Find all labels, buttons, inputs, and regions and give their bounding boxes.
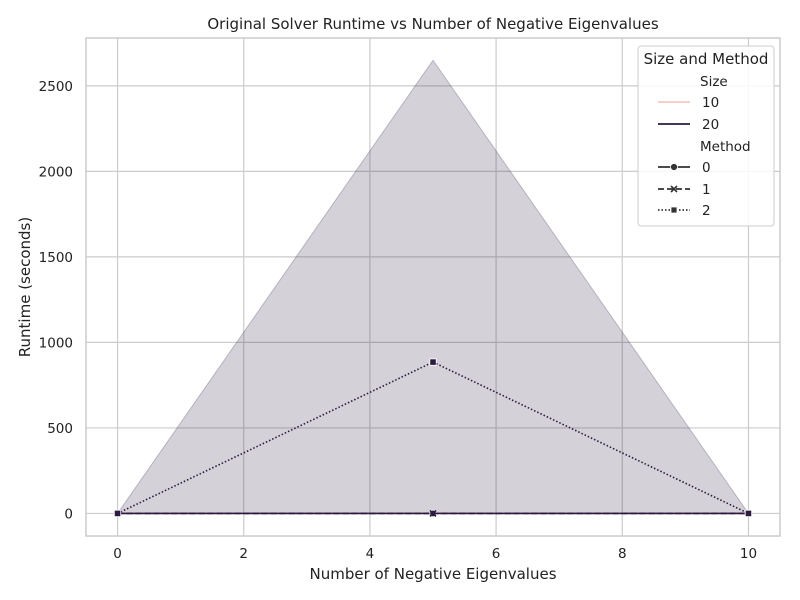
legend-box (637, 45, 775, 227)
series-size-20-method-2-point (429, 358, 437, 366)
series-size-20-method-1-point (429, 509, 437, 517)
legend-method-0-marker (670, 163, 678, 171)
legend-method-2-label: 2 (702, 203, 711, 219)
y-tick-label: 1000 (39, 335, 73, 351)
x-tick-label: 0 (113, 546, 122, 562)
legend-size-20-label: 20 (702, 117, 719, 133)
legend-method-0-label: 0 (702, 160, 711, 176)
series (113, 358, 753, 518)
x-tick-label: 8 (618, 546, 627, 562)
legend-size-10-label: 10 (702, 95, 719, 111)
series-size-20-method-2-line (117, 361, 749, 515)
y-tick-label: 0 (64, 506, 73, 522)
x-tick-label: 10 (740, 546, 757, 562)
chart-title: Original Solver Runtime vs Number of Neg… (207, 15, 658, 33)
x-tick-label: 4 (366, 546, 375, 562)
legend-method-1-label: 1 (702, 182, 711, 198)
y-tick-label: 500 (47, 421, 73, 437)
legend-method-2-marker (670, 206, 678, 214)
series-size-20-method-2-point (113, 509, 122, 518)
y-tick-label: 2000 (39, 164, 73, 180)
legend: Size and Method Size 10 20 Method 0 1 2 (637, 45, 775, 227)
legend-method-1-marker (670, 185, 678, 193)
x-tick-label: 6 (492, 546, 501, 562)
legend-size-heading: Size (700, 74, 728, 90)
y-tick-label: 2500 (39, 79, 73, 95)
legend-method-heading: Method (700, 139, 751, 155)
legend-title: Size and Method (644, 50, 769, 68)
series-size-20-method-2-point (744, 509, 753, 518)
x-tick-label: 2 (239, 546, 248, 562)
plot-frame (85, 37, 781, 537)
y-axis-label: Runtime (seconds) (16, 217, 34, 357)
x-axis-label: Number of Negative Eigenvalues (309, 565, 556, 583)
y-tick-label: 1500 (39, 250, 73, 266)
